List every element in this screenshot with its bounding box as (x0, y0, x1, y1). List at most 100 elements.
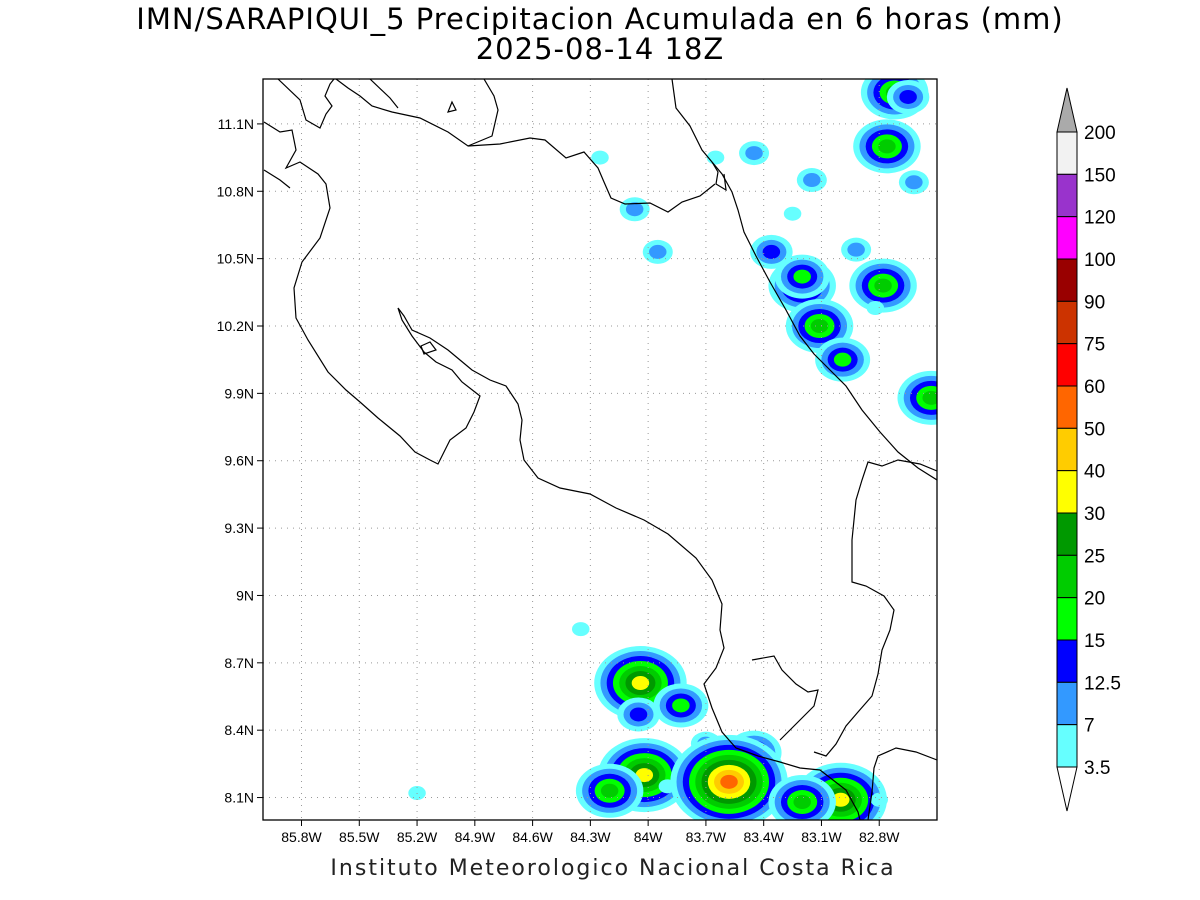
colorbar-under-arrow (1056, 766, 1078, 812)
precipitation-field (408, 79, 937, 820)
y-tick-label: 10.5N (217, 251, 254, 267)
colorbar-label: 120 (1084, 208, 1116, 229)
x-tick-label: 82.8W (859, 829, 900, 845)
x-tick-label: 85.5W (339, 829, 380, 845)
y-tick-label: 8.1N (224, 790, 254, 806)
chart-title: IMN/SARAPIQUI_5 Precipitacion Acumulada … (136, 2, 1064, 36)
precip-contour (762, 244, 781, 259)
precip-cell (849, 258, 917, 313)
map-axes: 85.8W 85.5W 85.2W 84.9W 84.6W 84.3W 84W 83.7W 83… (217, 116, 901, 845)
precip-contour (803, 173, 821, 188)
precip-contour (847, 242, 865, 257)
precip-cell (617, 697, 660, 732)
precip-cell (575, 763, 644, 818)
precip-contour (878, 139, 896, 154)
y-tick-label: 11.1N (218, 116, 254, 132)
colorbar-label: 60 (1084, 377, 1105, 398)
precip-cell (853, 119, 921, 174)
precip-contour (591, 150, 609, 165)
precip-cell (750, 234, 793, 269)
precip-cell (866, 301, 885, 316)
precip-contour (905, 175, 923, 190)
x-tick-label: 85.2W (397, 829, 438, 845)
precip-cell (739, 141, 770, 166)
y-tick-label: 10.2N (217, 318, 254, 334)
colorbar-swatch (1056, 216, 1078, 260)
y-tick-label: 8.4N (224, 722, 254, 738)
precip-cell (653, 683, 709, 728)
colorbar-label: 90 (1084, 292, 1105, 313)
precip-cell (768, 775, 836, 820)
colorbar-swatch (1056, 173, 1078, 218)
precip-contour (631, 676, 650, 691)
precip-cell (841, 237, 872, 262)
graticule-grid (263, 79, 937, 820)
colorbar-label: 40 (1084, 462, 1105, 483)
colorbar-swatch (1056, 470, 1078, 514)
x-tick-label: 83.1W (801, 829, 842, 845)
precip-cell (774, 254, 830, 299)
colorbar-label: 30 (1084, 504, 1105, 525)
x-tick-label: 84.3W (570, 829, 611, 845)
colorbar-swatch (1056, 385, 1078, 429)
precip-contour (600, 783, 619, 798)
y-tick-label: 9.9N (224, 385, 254, 401)
precip-contour (874, 278, 892, 293)
precip-cell (897, 370, 937, 425)
y-tick-label: 9.6N (224, 453, 254, 469)
colorbar-swatch (1056, 554, 1078, 599)
precip-cell (886, 79, 930, 114)
precip-contour (793, 269, 811, 284)
colorbar-swatch (1056, 258, 1078, 302)
plot-frame (262, 78, 938, 821)
colorbar-label: 20 (1084, 589, 1105, 610)
colorbar-swatch (1056, 131, 1078, 175)
colorbar-swatch (1056, 512, 1078, 556)
y-tick-label: 10.8N (217, 183, 254, 199)
precip-contour (625, 202, 644, 217)
colorbar-swatch (1056, 681, 1078, 726)
colorbar-swatch (1056, 343, 1078, 387)
precip-cell (783, 206, 802, 221)
precip-contour (899, 89, 917, 104)
colorbar-label: 3.5 (1084, 758, 1110, 779)
coastline (263, 79, 937, 820)
colorbar-label: 150 (1084, 165, 1116, 186)
precip-contour (706, 150, 725, 165)
precip-contour (720, 774, 738, 789)
precip-contour (745, 146, 763, 161)
y-tick-label: 8.7N (224, 655, 254, 671)
precip-contour (866, 301, 885, 316)
x-tick-label: 83.4W (743, 829, 784, 845)
precip-cell (670, 734, 788, 820)
colorbar-swatch (1056, 597, 1078, 641)
chart-subtitle-date: 2025-08-14 18Z (475, 32, 725, 66)
precip-cell (571, 622, 590, 637)
colorbar-label: 100 (1084, 250, 1116, 271)
precip-contour (810, 319, 829, 333)
precip-contour (635, 768, 654, 783)
precip-cell (898, 170, 929, 195)
precip-contour (793, 795, 811, 810)
precip-contour (672, 698, 690, 713)
colorbar-swatch (1056, 724, 1078, 768)
colorbar-label: 25 (1084, 546, 1105, 567)
y-tick-label: 9N (236, 587, 254, 603)
x-tick-label: 84.9W (455, 829, 496, 845)
precip-contour (649, 244, 667, 259)
colorbar-label: 50 (1084, 419, 1105, 440)
colorbar-label: 12.5 (1084, 673, 1121, 694)
precip-contour (629, 707, 648, 722)
colorbar-over-arrow (1056, 87, 1078, 133)
colorbar-label: 75 (1084, 335, 1105, 356)
precip-contour (783, 206, 802, 221)
colorbar-label: 200 (1084, 123, 1116, 144)
footer-credit: Instituto Meteorologico Nacional Costa R… (330, 856, 896, 881)
y-tick-label: 9.3N (224, 520, 254, 536)
x-tick-label: 83.7W (686, 829, 727, 845)
colorbar-label: 15 (1084, 631, 1105, 652)
x-tick-label: 84.6W (512, 829, 553, 845)
precip-contour (833, 352, 852, 367)
colorbar-legend: 3.5 7 12.5 15 20 25 30 40 50 60 75 90 100 120 150 200 (1056, 87, 1121, 812)
